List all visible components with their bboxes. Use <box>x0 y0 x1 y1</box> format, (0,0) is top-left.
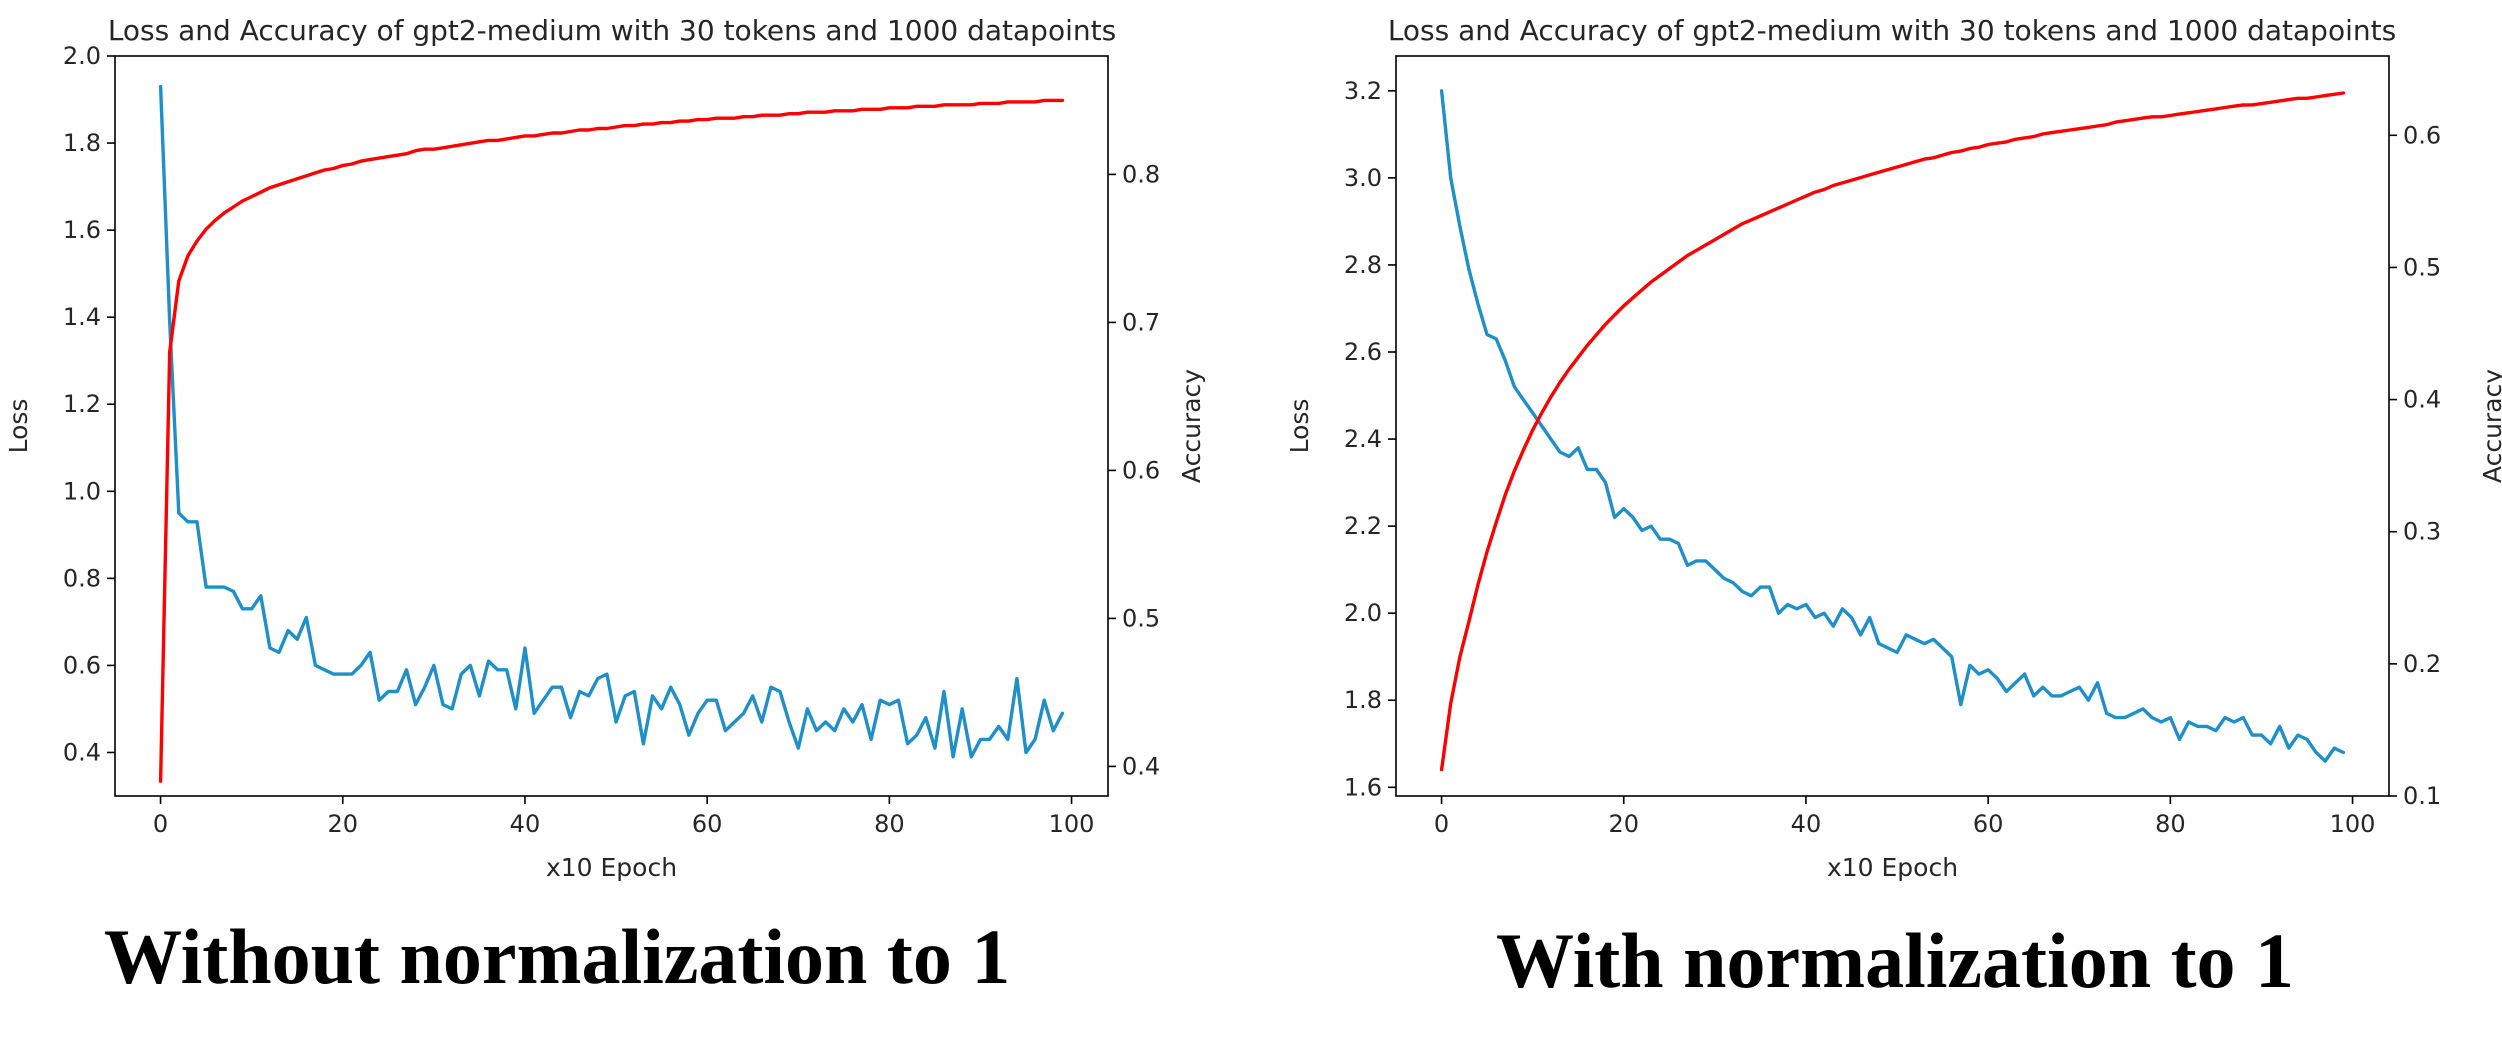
y-right-tick-label: 0.6 <box>1122 456 1160 484</box>
right-chart: Loss and Accuracy of gpt2-medium with 30… <box>1285 14 2502 882</box>
accuracy-series-line <box>1439 91 2346 772</box>
y-left-tick-label: 1.8 <box>63 129 101 157</box>
y-left-axis-label: Loss <box>4 399 33 454</box>
y-left-tick-label: 2.4 <box>1344 425 1382 453</box>
right-caption: With normalization to 1 <box>1496 917 2295 1004</box>
y-right-axis-label: Accuracy <box>2478 369 2502 483</box>
y-left-tick-label: 0.4 <box>63 738 101 766</box>
y-left-tick-label: 1.0 <box>63 477 101 505</box>
x-tick-label: 20 <box>327 810 358 838</box>
y-right-tick-label: 0.2 <box>2403 650 2441 678</box>
x-tick-label: 60 <box>1973 810 2004 838</box>
y-left-tick-label: 2.6 <box>1344 338 1382 366</box>
x-tick-label: 20 <box>1608 810 1639 838</box>
x-tick-label: 100 <box>1049 810 1095 838</box>
y-right-tick-label: 0.4 <box>1122 752 1160 780</box>
y-right-tick-label: 0.5 <box>2403 253 2441 281</box>
accuracy-series-line <box>158 98 1065 783</box>
y-left-tick-label: 2.8 <box>1344 251 1382 279</box>
y-left-tick-label: 1.4 <box>63 303 101 331</box>
y-right-tick-label: 0.6 <box>2403 121 2441 149</box>
y-left-tick-label: 3.2 <box>1344 77 1382 105</box>
y-left-tick-label: 2.0 <box>1344 599 1382 627</box>
x-tick-label: 60 <box>692 810 723 838</box>
x-tick-label: 40 <box>510 810 541 838</box>
x-tick-label: 0 <box>1434 810 1449 838</box>
x-tick-label: 100 <box>2330 810 2376 838</box>
plot-frame <box>1395 55 2390 797</box>
chart-title: Loss and Accuracy of gpt2-medium with 30… <box>1388 14 2396 47</box>
y-left-tick-label: 1.6 <box>63 216 101 244</box>
loss-series-line <box>158 84 1065 759</box>
plot-frame <box>114 55 1109 797</box>
y-left-tick-label: 1.8 <box>1344 686 1382 714</box>
y-right-tick-label: 0.5 <box>1122 604 1160 632</box>
x-tick-label: 80 <box>874 810 905 838</box>
y-left-axis-label: Loss <box>1285 399 1314 454</box>
chart-title: Loss and Accuracy of gpt2-medium with 30… <box>108 14 1116 47</box>
y-left-tick-label: 2.2 <box>1344 512 1382 540</box>
y-left-tick-label: 1.2 <box>63 390 101 418</box>
y-left-tick-label: 0.8 <box>63 564 101 592</box>
y-right-tick-label: 0.8 <box>1122 160 1160 188</box>
left-caption: Without normalization to 1 <box>104 913 1011 1000</box>
x-axis-label: x10 Epoch <box>546 853 677 882</box>
y-left-tick-label: 1.6 <box>1344 773 1382 801</box>
y-left-tick-label: 2.0 <box>63 42 101 70</box>
y-right-tick-label: 0.3 <box>2403 518 2441 546</box>
y-right-tick-label: 0.7 <box>1122 308 1160 336</box>
left-chart: Loss and Accuracy of gpt2-medium with 30… <box>4 14 1206 882</box>
x-tick-label: 80 <box>2155 810 2186 838</box>
y-left-tick-label: 0.6 <box>63 651 101 679</box>
x-axis-label: x10 Epoch <box>1827 853 1958 882</box>
x-tick-label: 0 <box>153 810 168 838</box>
y-right-axis-label: Accuracy <box>1177 369 1206 483</box>
y-right-tick-label: 0.4 <box>2403 386 2441 414</box>
x-tick-label: 40 <box>1791 810 1822 838</box>
loss-series-line <box>1439 89 2346 763</box>
y-right-tick-label: 0.1 <box>2403 782 2441 810</box>
y-left-tick-label: 3.0 <box>1344 164 1382 192</box>
